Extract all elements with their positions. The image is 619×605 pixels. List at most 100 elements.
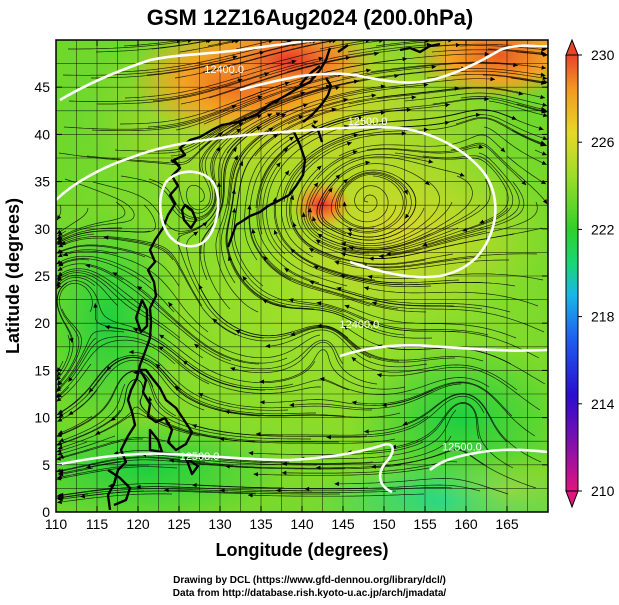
streamline	[247, 493, 425, 497]
streamline-arrowhead	[88, 387, 94, 393]
streamline	[60, 235, 203, 307]
streamline-arrowhead	[540, 80, 546, 86]
streamline	[56, 438, 144, 460]
streamline	[57, 272, 204, 359]
contour-label: 12400.0	[340, 319, 380, 331]
streamline-arrowhead	[56, 367, 62, 373]
streamline-arrowhead	[238, 161, 243, 167]
streamline	[450, 142, 548, 205]
streamline	[174, 385, 345, 417]
streamline-arrowhead	[351, 400, 357, 405]
streamline	[259, 349, 406, 390]
streamline	[364, 393, 508, 443]
streamline-arrowhead	[248, 451, 254, 456]
streamline-arrowhead	[336, 286, 342, 292]
streamline-arrowhead	[57, 231, 63, 236]
streamline-arrowhead	[57, 417, 63, 422]
streamline-arrowhead	[484, 51, 490, 57]
streamline-arrowhead	[238, 122, 244, 127]
streamline-arrowhead	[231, 189, 236, 194]
streamline-arrowhead	[281, 113, 287, 118]
streamline-arrowhead	[335, 85, 341, 91]
streamline	[289, 383, 462, 409]
streamline	[460, 96, 546, 111]
streamline-arrowhead	[382, 402, 387, 408]
streamline	[386, 181, 525, 255]
streamline-arrowhead	[479, 219, 485, 224]
streamline	[137, 285, 288, 364]
streamline-arrowhead	[56, 410, 62, 415]
streamline	[315, 98, 489, 128]
streamline-arrowhead	[158, 346, 164, 351]
streamline-arrowhead	[68, 376, 73, 382]
streamline	[58, 437, 172, 459]
streamline	[224, 410, 401, 418]
streamline	[341, 175, 473, 249]
streamline-arrowhead	[194, 343, 200, 349]
streamline	[351, 381, 513, 417]
streamline	[179, 40, 240, 53]
y-axis-label: Latitude (degrees)	[3, 198, 23, 354]
streamline-arrowhead	[543, 52, 548, 57]
streamline	[176, 114, 262, 214]
streamline	[337, 172, 408, 228]
streamline	[510, 77, 546, 84]
streamline-arrowhead	[542, 102, 548, 107]
streamline-arrowhead	[478, 144, 484, 149]
streamline-arrowhead	[317, 233, 323, 239]
streamline	[398, 68, 546, 76]
streamline-arrowhead	[56, 375, 62, 381]
streamline	[319, 377, 490, 395]
streamline-arrowhead	[366, 68, 371, 73]
streamline	[58, 259, 90, 267]
streamline	[170, 85, 331, 157]
streamline-arrowhead	[192, 424, 197, 429]
streamline-arrowhead	[57, 253, 63, 258]
streamline	[264, 66, 437, 105]
streamline-arrowhead	[262, 299, 268, 304]
streamline	[319, 40, 371, 50]
streamline	[303, 212, 459, 253]
streamline-arrowhead	[283, 147, 289, 153]
streamline	[57, 308, 82, 386]
streamline-arrowhead	[58, 454, 64, 459]
streamline-arrowhead	[137, 286, 143, 291]
grid-lines	[56, 40, 548, 512]
colorbar-tick-label: 210	[591, 483, 615, 499]
streamline	[304, 484, 481, 492]
streamline-arrowhead	[182, 360, 188, 365]
streamline	[124, 60, 297, 99]
x-tick-labels: 110 115 120 125 130 135 140 145 150 155 160 165	[45, 516, 519, 532]
colorbar-tick-label: 218	[591, 309, 615, 325]
streamline-arrowhead	[290, 248, 296, 254]
streamline-arrowhead	[319, 376, 325, 382]
streamline	[56, 282, 74, 381]
streamline-arrowhead	[85, 464, 91, 469]
streamline	[363, 287, 539, 307]
colorbar-tick-label: 226	[591, 134, 615, 150]
streamline-arrowhead	[289, 195, 295, 201]
x-axis-label: Longitude (degrees)	[215, 540, 388, 560]
streamline-arrowhead	[219, 437, 225, 442]
streamline	[253, 467, 430, 476]
streamline	[147, 76, 317, 128]
x-tick-label: 115	[86, 516, 109, 532]
y-tick-label: 35	[34, 174, 50, 190]
streamline-arrowhead	[80, 494, 86, 499]
coastlines	[106, 42, 441, 511]
streamline	[321, 178, 417, 238]
streamline	[58, 132, 224, 165]
streamline	[488, 100, 548, 117]
streamline	[292, 67, 466, 99]
streamline	[515, 51, 548, 56]
streamline	[487, 48, 546, 54]
streamline-arrowhead	[57, 441, 63, 446]
streamline	[56, 282, 93, 386]
streamline	[266, 125, 349, 255]
streamline	[336, 287, 511, 313]
streamline-arrowhead	[315, 465, 321, 470]
streamline-arrowhead	[227, 256, 233, 261]
streamline-arrowhead	[234, 40, 240, 44]
streamline	[164, 489, 340, 495]
